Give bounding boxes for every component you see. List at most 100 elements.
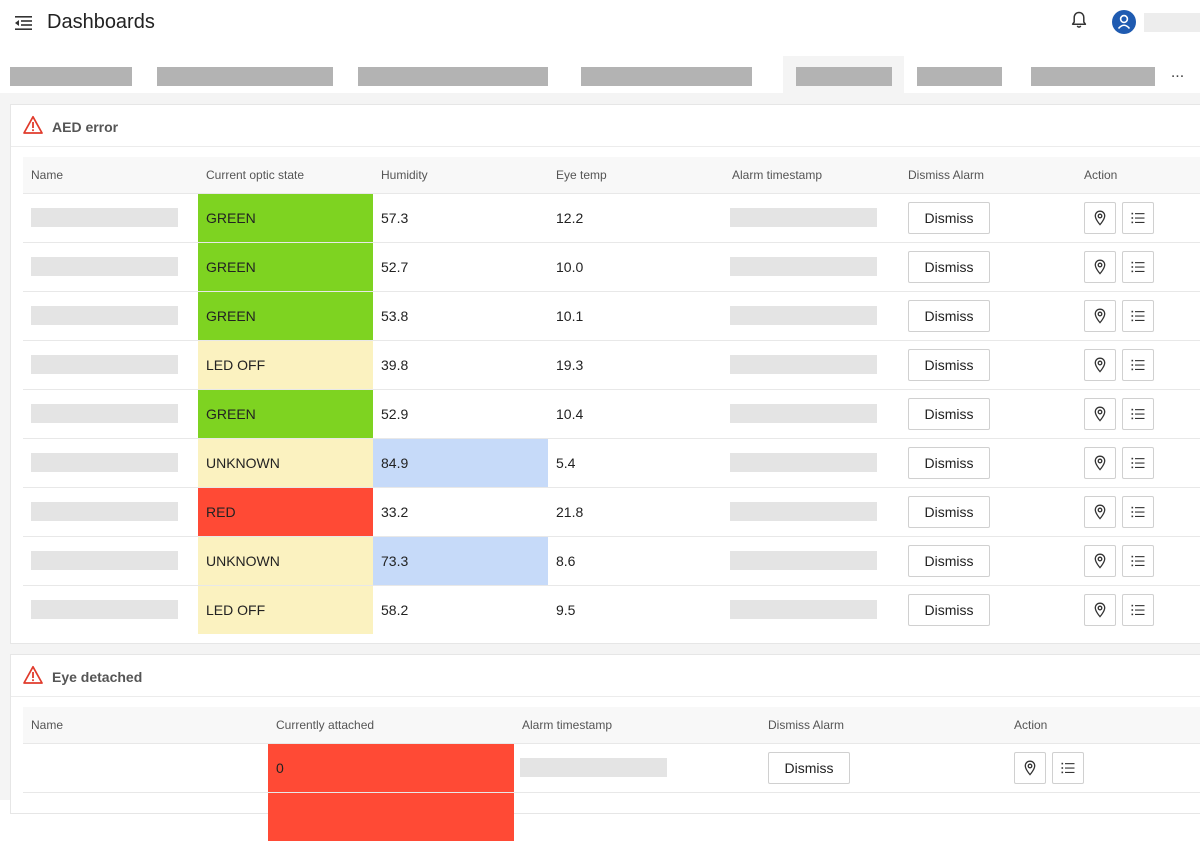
tab-label-placeholder <box>157 67 333 86</box>
user-name-placeholder[interactable] <box>1144 13 1200 32</box>
name-cell <box>23 339 198 389</box>
column-header-humidity[interactable]: Humidity <box>381 167 428 182</box>
locate-button[interactable] <box>1084 446 1116 479</box>
locate-button[interactable] <box>1084 397 1116 430</box>
eye-temp-cell: 8.6 <box>548 535 724 585</box>
details-list-button[interactable] <box>1122 446 1154 479</box>
humidity-cell: 39.8 <box>373 339 548 389</box>
details-list-button[interactable] <box>1122 397 1154 430</box>
location-pin-icon <box>1094 504 1106 520</box>
aed-error-table: Name Current optic state Humidity Eye te… <box>23 157 1200 634</box>
optic-state-cell: GREEN <box>198 192 373 242</box>
column-header-name[interactable]: Name <box>31 717 64 732</box>
avatar[interactable] <box>1112 10 1136 34</box>
eye-temp-cell: 10.0 <box>548 241 724 291</box>
list-icon <box>1131 359 1145 370</box>
optic-state-cell: RED <box>198 486 373 536</box>
details-list-button[interactable] <box>1122 544 1154 577</box>
action-cell <box>1006 791 1200 841</box>
dismiss-cell: Dismiss <box>900 290 1076 340</box>
locate-button[interactable] <box>1084 299 1116 332</box>
alarm-timestamp-cell <box>724 241 900 291</box>
column-header-alarm-timestamp[interactable]: Alarm timestamp <box>732 167 823 182</box>
action-cell <box>1076 388 1200 438</box>
currently-attached-cell: 0 <box>268 742 514 792</box>
locate-button[interactable] <box>1084 250 1116 283</box>
alarm-timestamp-cell <box>514 791 760 841</box>
humidity-cell: 52.9 <box>373 388 548 438</box>
locate-button[interactable] <box>1014 751 1046 784</box>
dismiss-button[interactable]: Dismiss <box>908 544 990 577</box>
tab-label-placeholder <box>917 67 1002 86</box>
locate-button[interactable] <box>1084 593 1116 626</box>
panel-header: Eye detached <box>11 655 1200 697</box>
list-icon <box>1131 457 1145 468</box>
dismiss-button[interactable]: Dismiss <box>768 751 850 784</box>
dismiss-button[interactable]: Dismiss <box>908 397 990 430</box>
dismiss-button[interactable]: Dismiss <box>908 299 990 332</box>
dismiss-button[interactable]: Dismiss <box>908 201 990 234</box>
alarm-timestamp-cell <box>724 290 900 340</box>
details-list-button[interactable] <box>1122 299 1154 332</box>
action-cell <box>1076 535 1200 585</box>
locate-button[interactable] <box>1084 495 1116 528</box>
tab-label-placeholder <box>1031 67 1155 86</box>
details-list-button[interactable] <box>1122 348 1154 381</box>
column-header-name[interactable]: Name <box>31 167 64 182</box>
details-list-button[interactable] <box>1122 593 1154 626</box>
timestamp-placeholder <box>730 600 877 620</box>
eye-table-body: 0 Dismiss <box>23 742 1200 841</box>
eye-temp-cell: 12.2 <box>548 192 724 242</box>
details-list-button[interactable] <box>1052 751 1084 784</box>
details-list-button[interactable] <box>1122 495 1154 528</box>
dismiss-button[interactable]: Dismiss <box>908 495 990 528</box>
locate-button[interactable] <box>1084 348 1116 381</box>
list-icon <box>1131 310 1145 321</box>
tab-4[interactable] <box>570 56 764 93</box>
location-pin-icon <box>1094 308 1106 324</box>
alarm-timestamp-cell <box>724 584 900 634</box>
name-cell <box>23 437 198 487</box>
eye-detached-panel: Eye detached Name Currently attached Ala… <box>10 654 1200 841</box>
humidity-cell: 84.9 <box>373 437 548 487</box>
alarm-timestamp-cell <box>724 192 900 242</box>
tab-6[interactable] <box>910 56 1010 93</box>
table-header-row: Name Current optic state Humidity Eye te… <box>23 157 1200 193</box>
bell-icon[interactable] <box>1069 10 1089 30</box>
name-placeholder <box>31 257 178 276</box>
name-cell <box>23 535 198 585</box>
tab-1[interactable] <box>0 56 140 93</box>
table-row: GREEN 52.9 10.4 Dismiss <box>23 388 1200 438</box>
location-pin-icon <box>1094 553 1106 569</box>
humidity-cell: 52.7 <box>373 241 548 291</box>
details-list-button[interactable] <box>1122 250 1154 283</box>
dismiss-button[interactable]: Dismiss <box>908 446 990 479</box>
column-header-alarm-timestamp[interactable]: Alarm timestamp <box>522 717 613 732</box>
column-header-currently-attached[interactable]: Currently attached <box>276 717 375 732</box>
warning-triangle-icon <box>23 665 43 684</box>
timestamp-placeholder <box>730 306 877 325</box>
tab-5-active[interactable] <box>783 56 904 93</box>
tab-3[interactable] <box>350 56 556 93</box>
dismiss-cell: Dismiss <box>900 241 1076 291</box>
dismiss-button[interactable]: Dismiss <box>908 250 990 283</box>
table-row: UNKNOWN 84.9 5.4 Dismiss <box>23 437 1200 487</box>
column-header-optic-state[interactable]: Current optic state <box>206 167 305 182</box>
tab-7[interactable] <box>1020 56 1155 93</box>
column-header-eye-temp[interactable]: Eye temp <box>556 167 607 182</box>
locate-button[interactable] <box>1084 544 1116 577</box>
dismiss-button[interactable]: Dismiss <box>908 348 990 381</box>
location-pin-icon <box>1094 210 1106 226</box>
menu-collapse-icon[interactable] <box>14 13 34 33</box>
tab-2[interactable] <box>150 56 340 93</box>
optic-state-cell: LED OFF <box>198 584 373 634</box>
locate-button[interactable] <box>1084 201 1116 234</box>
more-tabs-button[interactable]: ... <box>1155 56 1200 93</box>
table-row: RED 33.2 21.8 Dismiss <box>23 486 1200 536</box>
name-cell <box>23 192 198 242</box>
list-icon <box>1131 212 1145 223</box>
dismiss-button[interactable]: Dismiss <box>908 593 990 626</box>
dismiss-cell: Dismiss <box>900 437 1076 487</box>
details-list-button[interactable] <box>1122 201 1154 234</box>
table-row: LED OFF 58.2 9.5 Dismiss <box>23 584 1200 634</box>
